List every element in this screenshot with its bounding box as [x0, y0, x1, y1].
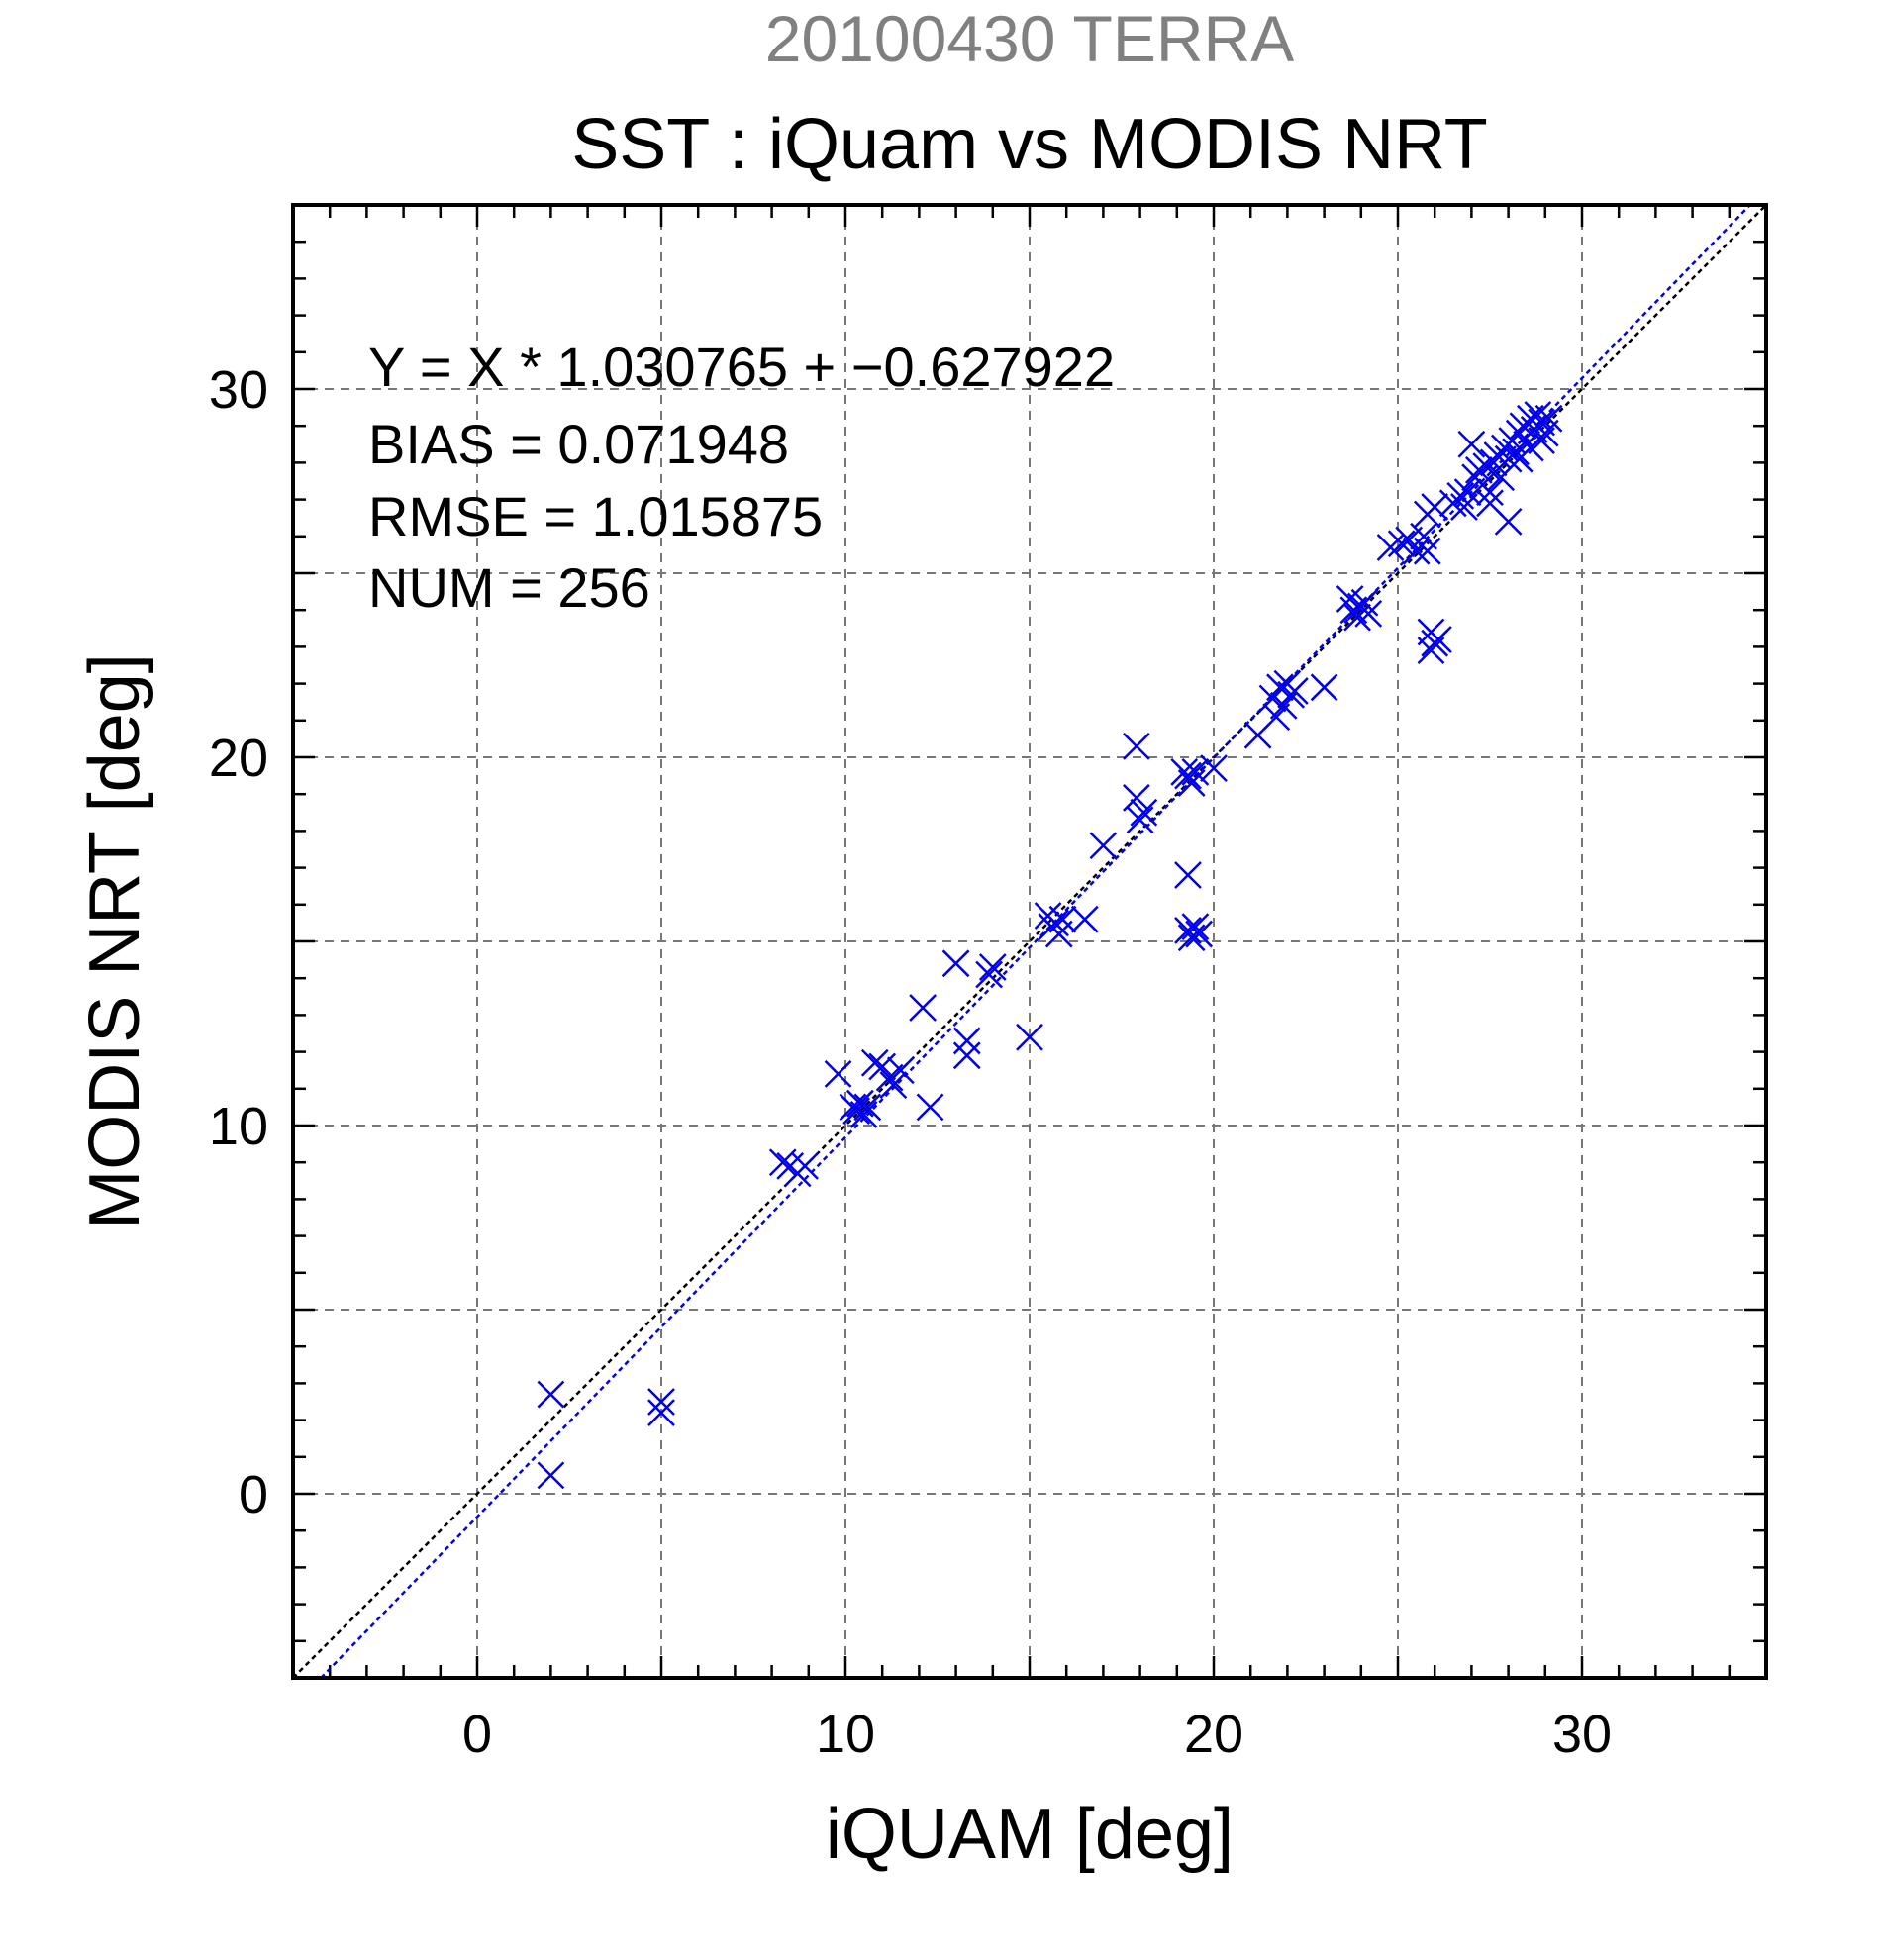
data-point	[537, 1461, 565, 1490]
data-point	[1446, 481, 1475, 510]
tick-labels: 0 10 20 30 0 10 20 30	[209, 360, 1612, 1764]
data-point	[975, 960, 1003, 989]
data-point	[842, 1097, 871, 1126]
x-tick-label: 20	[1184, 1705, 1243, 1764]
y-tick-label: 30	[209, 360, 268, 420]
y-axis-label: MODIS NRT [deg]	[75, 653, 154, 1229]
y-tick-label: 10	[209, 1097, 268, 1156]
y-tick-label: 20	[209, 729, 268, 788]
data-point	[1200, 754, 1228, 783]
data-point	[1421, 493, 1449, 521]
data-point	[824, 1060, 852, 1088]
data-point	[1181, 757, 1210, 786]
data-point	[1070, 905, 1099, 933]
bias-value: BIAS = 0.071948	[368, 413, 789, 475]
data-point	[1387, 530, 1416, 558]
data-point	[1185, 920, 1214, 948]
data-point	[1350, 588, 1379, 617]
data-point	[1041, 909, 1069, 937]
x-tick-label: 30	[1552, 1705, 1612, 1764]
x-tick-label: 0	[462, 1705, 492, 1764]
data-point	[791, 1152, 819, 1180]
gridlines	[293, 205, 1766, 1678]
data-point	[1354, 600, 1383, 628]
data-point	[768, 1148, 797, 1177]
data-point	[1413, 537, 1441, 565]
data-point	[1524, 401, 1552, 429]
data-point	[1476, 489, 1504, 518]
reference-lines	[292, 204, 1767, 1679]
data-point	[1402, 537, 1431, 565]
data-point	[909, 994, 938, 1022]
data-point	[1174, 761, 1202, 790]
num-value: NUM = 256	[368, 556, 650, 619]
plot-frame	[291, 203, 1768, 1680]
data-point	[1280, 677, 1309, 705]
minor-ticks	[293, 205, 1766, 1678]
data-point	[1425, 626, 1452, 653]
x-axis-label: iQUAM [deg]	[826, 1795, 1234, 1874]
data-point	[647, 1399, 675, 1427]
data-point	[1126, 806, 1154, 834]
rmse-value: RMSE = 1.015875	[368, 485, 823, 547]
data-point	[1174, 861, 1202, 889]
data-point	[1457, 430, 1486, 458]
data-point	[941, 949, 970, 978]
data-point	[1343, 603, 1371, 632]
chart-title: SST : iQuam vs MODIS NRT	[571, 105, 1488, 184]
data-point	[1476, 478, 1504, 507]
data-point	[1177, 924, 1206, 952]
data-point	[845, 1089, 874, 1118]
data-point	[879, 1071, 908, 1099]
x-tick-label: 10	[816, 1705, 875, 1764]
stats-box: Y = X * 1.030765 + −0.627922 BIAS = 0.07…	[368, 336, 1115, 619]
data-point	[1089, 832, 1118, 860]
data-point	[647, 1388, 675, 1416]
data-points	[537, 401, 1563, 1490]
data-point	[916, 1093, 944, 1122]
data-point	[952, 1027, 981, 1055]
data-point	[853, 1093, 882, 1122]
data-point	[537, 1380, 565, 1409]
data-point	[978, 953, 1007, 981]
data-point	[849, 1100, 878, 1128]
data-point	[1122, 732, 1150, 760]
data-point	[1310, 673, 1338, 702]
y-tick-label: 0	[239, 1465, 268, 1524]
data-point	[1376, 534, 1405, 561]
data-point	[1016, 1023, 1043, 1051]
data-point	[1453, 478, 1482, 507]
data-point	[1181, 913, 1210, 941]
regression-equation: Y = X * 1.030765 + −0.627922	[368, 336, 1115, 398]
data-point	[1130, 798, 1158, 827]
regression-line	[320, 204, 1751, 1679]
data-point	[952, 1041, 981, 1070]
data-point	[1528, 427, 1555, 454]
data-point	[1177, 769, 1206, 797]
data-point	[1048, 905, 1077, 933]
data-point	[886, 1056, 915, 1085]
data-point	[1122, 784, 1150, 812]
chart-super-title: 20100430 TERRA	[765, 2, 1294, 75]
data-point	[1174, 916, 1202, 944]
data-point	[1534, 404, 1563, 433]
